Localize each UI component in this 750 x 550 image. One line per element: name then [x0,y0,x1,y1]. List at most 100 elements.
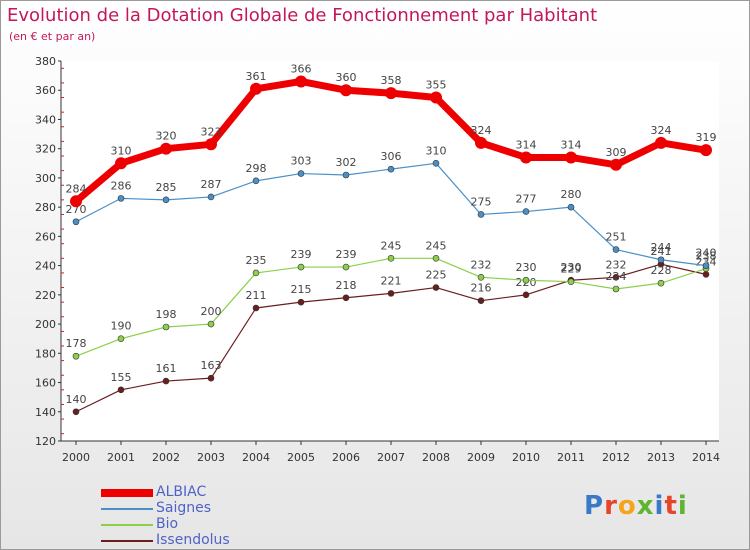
data-label-saignes: 280 [561,188,582,201]
data-point-issendolus [612,274,620,281]
data-point-bio [567,278,575,285]
data-point-saignes [252,177,260,185]
data-label-issendolus: 216 [471,282,492,295]
data-label-saignes: 285 [156,181,177,194]
data-point-saignes [207,193,215,201]
data-label-saignes: 275 [471,195,492,208]
data-label-bio: 190 [111,320,132,333]
x-tick-label: 2009 [467,451,495,464]
data-point-albiac [250,82,262,95]
data-point-saignes [342,171,350,179]
proxiti-logo: Proxiti [584,491,688,521]
data-label-issendolus: 232 [606,258,627,271]
x-tick-label: 2010 [512,451,540,464]
data-label-saignes: 303 [291,155,312,168]
data-label-saignes: 277 [516,193,537,206]
data-point-saignes [477,211,485,218]
data-point-issendolus [117,386,125,394]
data-label-issendolus: 161 [156,362,177,375]
data-point-albiac [295,75,307,88]
y-tick-label: 320 [35,143,56,156]
data-label-bio: 235 [246,254,267,267]
y-tick-label: 260 [35,230,56,243]
legend-label: ALBIAC [156,484,207,500]
data-label-saignes: 251 [606,231,627,244]
data-label-saignes: 287 [201,178,222,191]
data-label-albiac: 323 [201,125,222,138]
legend-item-saignes: Saignes [101,500,321,517]
legend-label: Bio [156,516,179,532]
data-label-saignes: 240 [696,247,717,260]
x-tick-label: 2003 [197,451,225,464]
data-label-saignes: 298 [246,162,267,175]
data-label-bio: 239 [336,248,357,261]
data-label-bio: 229 [561,263,582,276]
data-label-issendolus: 230 [561,261,582,274]
data-point-bio [117,335,125,342]
y-tick-label: 340 [35,113,56,126]
data-point-saignes [702,262,710,269]
data-label-issendolus: 155 [111,371,132,384]
data-point-albiac [70,195,82,208]
data-label-albiac: 319 [696,131,717,144]
data-point-issendolus [432,284,440,291]
data-point-issendolus [162,377,170,385]
data-label-bio: 238 [696,250,717,263]
x-tick-label: 2001 [107,451,135,464]
x-tick-label: 2006 [332,451,360,464]
y-tick-label: 380 [35,55,56,68]
data-label-saignes: 310 [426,144,447,157]
y-tick-label: 140 [35,406,56,419]
data-point-issendolus [702,271,710,278]
data-point-issendolus [72,408,80,416]
data-point-albiac [610,158,622,171]
data-label-issendolus: 218 [336,279,357,292]
data-point-bio [432,255,440,262]
x-tick-label: 2005 [287,451,315,464]
chart-subtitle: (en € et par an) [9,30,96,43]
x-tick-label: 2007 [377,451,405,464]
data-point-albiac [655,136,667,149]
x-tick-label: 2000 [62,451,90,464]
y-tick-label: 200 [35,318,56,331]
y-tick-label: 280 [35,201,56,214]
data-label-bio: 239 [291,248,312,261]
x-tick-label: 2004 [242,451,270,464]
legend-swatch [101,489,153,497]
y-tick-label: 360 [35,84,56,97]
data-point-bio [657,279,665,287]
data-point-issendolus [342,294,350,302]
data-label-issendolus: 211 [246,289,267,302]
data-point-issendolus [207,374,215,382]
data-label-albiac: 361 [246,70,267,83]
legend-swatch [101,524,153,526]
data-label-bio: 224 [606,270,627,283]
data-label-saignes: 302 [336,156,357,169]
data-label-bio: 200 [201,305,222,318]
y-tick-label: 300 [35,172,56,185]
data-point-bio [252,269,260,277]
legend-item-issendolus: Issendolus [101,532,321,549]
data-point-issendolus [387,290,395,297]
legend-label: Saignes [156,500,212,516]
data-label-bio: 230 [516,261,537,274]
legend-item-bio: Bio [101,516,321,533]
data-point-saignes [117,195,125,202]
y-tick-label: 240 [35,260,56,273]
data-point-saignes [162,196,170,204]
data-label-albiac: 355 [426,79,447,92]
data-label-saignes: 270 [66,203,87,216]
chart-title: Evolution de la Dotation Globale de Fonc… [7,5,598,26]
data-label-bio: 178 [66,337,87,350]
data-point-saignes [72,218,80,226]
data-label-issendolus: 163 [201,359,222,372]
data-point-albiac [565,151,577,164]
data-point-bio [72,352,80,360]
chart-legend: ALBIAC Saignes Bio Issendolus [101,484,321,549]
data-label-albiac: 324 [471,124,492,137]
data-point-saignes [657,256,665,264]
legend-item-albiac: ALBIAC [101,484,321,501]
data-label-albiac: 309 [606,146,627,159]
